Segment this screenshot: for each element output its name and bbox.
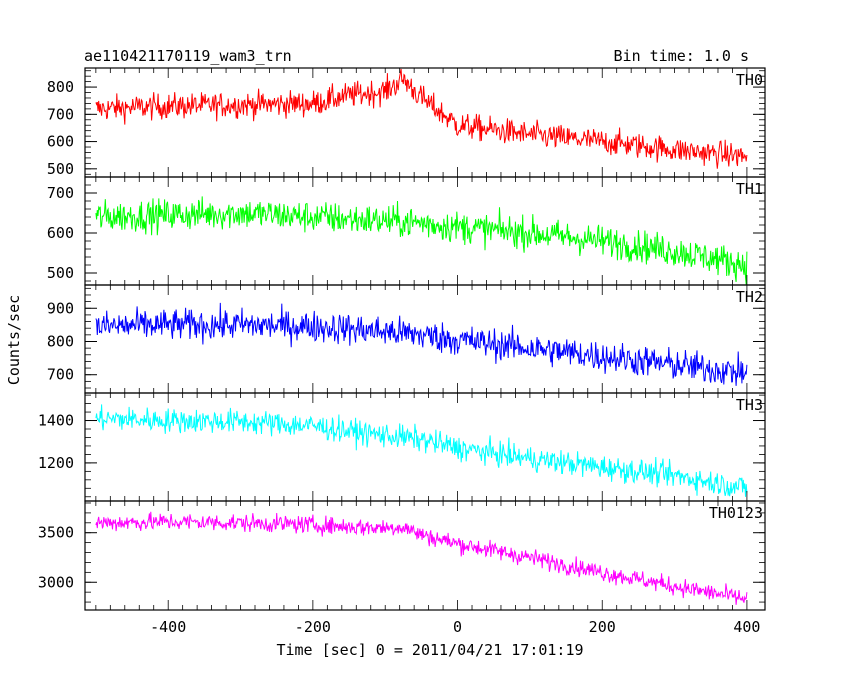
panel-th0: 500 600 700 800 TH0: [47, 67, 766, 178]
series-line-th3: [95, 404, 748, 497]
panel-label: TH0: [736, 71, 763, 89]
y-tick-label: 500: [47, 160, 74, 178]
y-tick-label: 600: [47, 133, 74, 151]
panel-label: TH3: [736, 396, 763, 414]
bin-time-label: Bin time: 1.0 s: [614, 47, 749, 65]
panel-th1: 500 600 700 TH1: [47, 176, 766, 286]
panel-label: TH0123: [709, 504, 763, 522]
y-tick-label: 700: [47, 366, 74, 384]
y-tick-label: 800: [47, 78, 74, 96]
y-tick-label: 900: [47, 299, 74, 317]
panel-frame: [84, 67, 766, 178]
panel-th0123: 3000 3500 TH0123: [38, 500, 766, 611]
y-tick-label: 1200: [38, 454, 74, 472]
x-tick-label: -400: [150, 618, 186, 636]
chart-title: ae110421170119_wam3_trn: [84, 47, 292, 65]
panel-label: TH1: [736, 180, 763, 198]
y-tick-label: 500: [47, 264, 74, 282]
y-tick-label: 1400: [38, 412, 74, 430]
panel-th2: 700 800 900 TH2: [47, 284, 766, 394]
panel-frame: [84, 500, 766, 611]
y-tick-label: 3000: [38, 573, 74, 591]
y-tick-label: 700: [47, 184, 74, 202]
x-tick-label: 200: [589, 618, 616, 636]
x-tick-label: 400: [733, 618, 760, 636]
y-tick-label: 3500: [38, 524, 74, 542]
x-tick-label: -200: [295, 618, 331, 636]
panel-label: TH2: [736, 288, 763, 306]
series-line-th2: [95, 302, 748, 386]
y-tick-label: 800: [47, 332, 74, 350]
series-line-th1: [95, 196, 748, 285]
panel-frame: [84, 284, 766, 394]
x-axis-label: Time [sec] 0 = 2011/04/21 17:01:19: [276, 641, 583, 659]
panels-group: 500 600 700 800 TH0 500 600 700 TH1 700 800 900 TH2 1…: [38, 67, 766, 636]
y-axis-label: Counts/sec: [5, 295, 23, 385]
x-tick-label: 0: [453, 618, 462, 636]
y-tick-label: 700: [47, 105, 74, 123]
panel-frame: [84, 176, 766, 286]
y-tick-label: 600: [47, 224, 74, 242]
panel-th3: 1200 1400 TH3: [38, 392, 766, 502]
series-line-th0123: [95, 511, 748, 605]
series-line-th0: [95, 68, 748, 169]
